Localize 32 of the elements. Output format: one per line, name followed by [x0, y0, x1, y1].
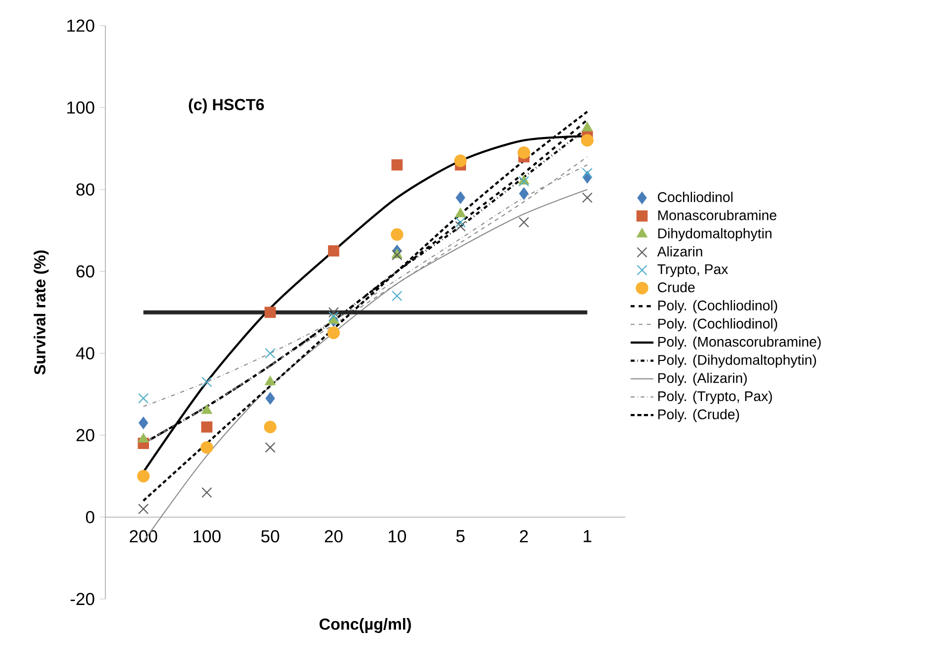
y-tick-label: 80 [76, 183, 94, 196]
x-tick-label: 100 [194, 530, 221, 542]
legend-label: Poly. (Dihydomaltophytin) [658, 354, 816, 368]
legend-label: Poly. (Monascorubramine) [658, 336, 821, 350]
y-tick-label: 40 [76, 347, 94, 360]
legend-label: Alizarin [657, 246, 702, 257]
x-tick-label: 10 [388, 530, 406, 542]
y-axis-title: Survival rate (%) [34, 250, 49, 375]
annotation: (c) HSCT6 [188, 98, 264, 114]
legend-label: Poly. (Crude) [658, 409, 739, 422]
x-tick-label: 50 [261, 530, 280, 542]
legend-label: Poly. (Cochliodinol) [658, 318, 778, 332]
x-tick-label: 20 [324, 530, 343, 542]
legend-label: Dihydomaltophytin [658, 228, 772, 242]
y-tick-label: 0 [86, 510, 94, 524]
legend-label: Monascorubramine [658, 210, 776, 220]
legend-label: Crude [658, 282, 695, 292]
x-axis-title: Conc(µg/ml) [320, 618, 411, 634]
legend-label: Poly. (Cochliodinol) [658, 300, 778, 314]
x-tick-label: 5 [456, 530, 465, 542]
legend-label: Cochliodinol [658, 192, 732, 202]
y-tick-label: 100 [67, 101, 94, 114]
legend-label: Poly. (Alizarin) [658, 372, 747, 386]
legend-label: Poly. (Trypto, Pax) [658, 390, 772, 404]
legend-label: Trypto, Pax [657, 264, 728, 277]
x-tick-label: 2 [520, 530, 528, 542]
x-tick-label: 1 [584, 530, 592, 542]
y-tick-label: -20 [70, 592, 94, 606]
x-tick-label: 200 [130, 530, 158, 542]
y-tick-label: 20 [76, 429, 94, 442]
y-tick-label: 60 [76, 265, 94, 278]
y-tick-label: 120 [67, 20, 94, 32]
